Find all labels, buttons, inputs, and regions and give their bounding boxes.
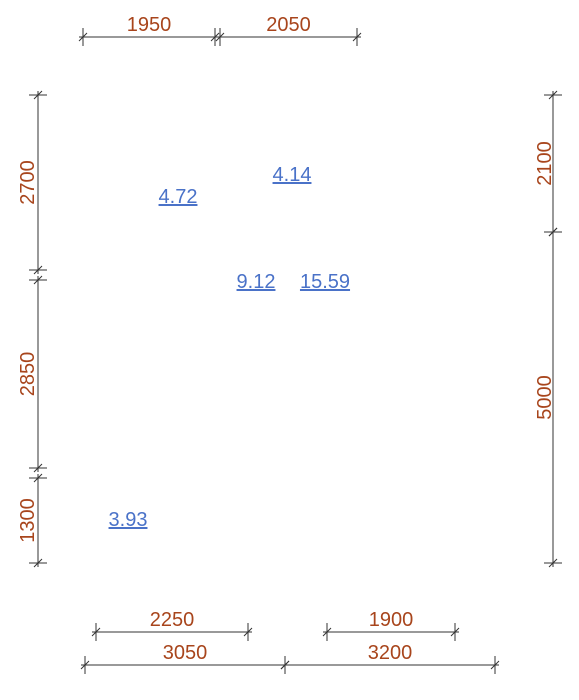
room-area[interactable]: 9.12 [237,271,276,293]
dimension-line [210,32,220,42]
dimension-label: 3050 [163,642,208,664]
dimension-line [215,32,225,42]
dimension-line [548,90,558,100]
dimension-label: 1950 [127,14,172,36]
room-area[interactable]: 4.72 [159,186,198,208]
dimension-line [33,90,43,100]
room-area[interactable]: 4.14 [273,164,312,186]
dimension-line [33,275,43,285]
dimension-label: 1300 [17,498,39,543]
dimension-line [548,558,558,568]
dimension-label: 2700 [17,160,39,205]
dimension-label: 2250 [150,609,195,631]
dimension-line [33,473,43,483]
dimension-line [33,265,43,275]
dimension-line [322,627,332,637]
dimension-line [243,627,253,637]
dimension-line [91,627,101,637]
dimension-label: 2050 [266,14,311,36]
dimension-line [78,32,88,42]
dimension-label: 1900 [369,609,414,631]
dimension-line [280,660,290,670]
dimension-line [33,463,43,473]
dimension-line [548,227,558,237]
dimension-line [80,660,90,670]
dimension-line [490,660,500,670]
room-area[interactable]: 3.93 [109,509,148,531]
room-area[interactable]: 15.59 [300,271,350,293]
dimension-label: 5000 [534,375,556,420]
dimension-line [352,32,362,42]
dimension-label: 2100 [534,141,556,186]
dimension-label: 2850 [17,352,39,397]
dimension-label: 3200 [368,642,413,664]
dimension-line [450,627,460,637]
dimension-line [33,558,43,568]
